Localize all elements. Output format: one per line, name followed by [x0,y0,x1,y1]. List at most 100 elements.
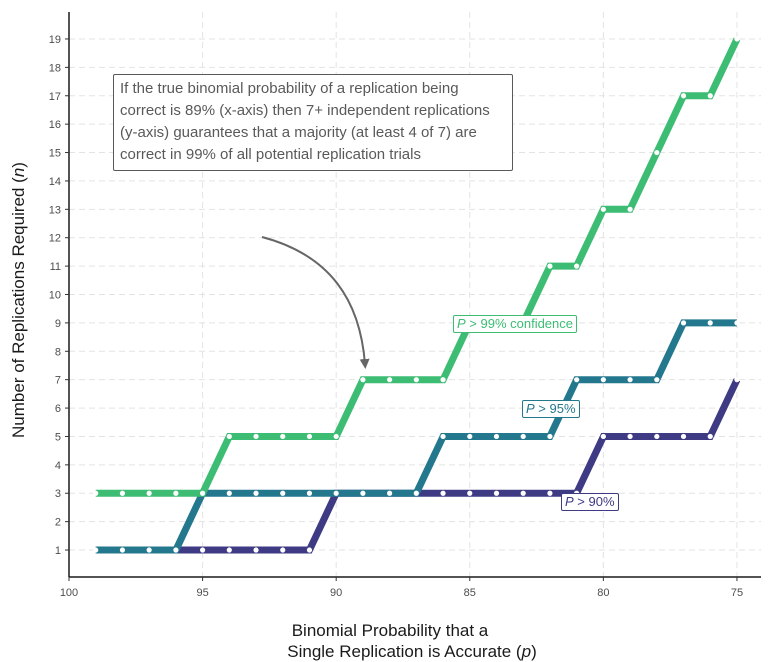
y-tick-label: 13 [49,204,61,216]
data-point-p95 [440,433,446,440]
series-label-p90-prefix: P [565,494,574,509]
data-point-p99 [734,36,740,42]
x-axis-title-line2: Single Replication is Accurate (p) [287,642,536,661]
data-point-p90 [493,490,500,496]
data-point-p99 [280,433,286,440]
y-tick-label: 2 [55,517,61,529]
y-tick-label: 15 [49,148,61,160]
y-tick-label: 9 [55,318,61,330]
data-point-p99 [413,377,419,383]
x-tick-label: 95 [196,587,208,599]
data-point-p90 [734,377,740,383]
series-label-p99-prefix: P [457,316,466,331]
x-axis-title-text: Single Replication is Accurate ( [287,642,522,661]
data-point-p90 [253,547,259,553]
data-point-p99 [680,93,687,99]
data-point-p95 [226,490,232,496]
data-point-p95 [627,377,633,383]
data-point-p95 [119,547,126,553]
y-tick-label: 6 [55,403,61,415]
data-point-p99 [440,377,446,383]
x-axis-title-close: ) [531,642,537,661]
y-tick-label: 12 [49,233,61,245]
y-tick-label: 11 [50,261,61,273]
data-point-p90 [440,490,446,496]
data-point-p99 [146,490,152,496]
data-point-p90 [226,547,232,553]
data-point-p95 [467,433,473,440]
y-tick-label: 1 [55,545,61,557]
series-label-p90-text: > 90% [573,494,615,509]
data-point-p90 [520,490,526,496]
data-point-p95 [574,377,580,383]
data-point-p99 [253,433,259,440]
x-axis-title-line1: Binomial Probability that a [292,621,489,640]
data-point-p90 [680,433,687,440]
data-point-p95 [520,433,526,440]
data-point-p99 [199,490,206,496]
data-point-p95 [654,377,660,383]
data-point-p99 [627,206,633,212]
data-point-p95 [360,490,366,496]
y-tick-label: 7 [55,375,61,387]
x-tick-label: 80 [597,587,609,599]
data-point-p90 [306,547,313,553]
data-point-p99 [654,149,660,156]
y-tick-label: 14 [49,176,61,188]
y-tick-label: 16 [49,119,61,131]
data-point-p95 [600,377,606,383]
data-point-p95 [707,320,713,326]
data-point-p95 [734,320,740,326]
series-label-p95-text: > 95% [534,401,576,416]
y-tick-label: 18 [49,62,61,74]
data-point-p90 [707,433,713,440]
annotation-arrow [261,236,370,369]
data-point-p99 [600,206,606,212]
data-point-p95 [93,547,99,553]
data-point-p90 [654,433,660,440]
data-point-p99 [387,377,393,383]
data-point-p95 [173,547,179,553]
y-tick-label: 10 [49,290,61,302]
data-point-p90 [467,490,473,496]
series-label-p90: P > 90% [561,493,619,511]
data-point-p90 [547,490,553,496]
data-point-p99 [707,93,713,99]
data-point-p90 [199,547,206,553]
data-point-p99 [93,490,99,496]
x-tick-label: 75 [731,587,743,599]
data-point-p95 [280,490,286,496]
data-point-p95 [387,490,393,496]
y-tick-label: 3 [55,488,61,500]
y-tick-label: 19 [49,34,61,46]
data-point-p99 [226,433,232,440]
data-point-p95 [413,490,419,496]
x-tick-label: 85 [464,587,476,599]
series-label-p95: P > 95% [522,400,580,418]
y-tick-label: 5 [55,431,61,443]
x-tick-label: 100 [60,587,78,599]
data-point-p99 [173,490,179,496]
data-point-p99 [547,263,553,269]
data-point-p99 [119,490,126,496]
data-point-p99 [306,433,313,440]
y-tick-label: 4 [55,460,61,472]
data-point-p99 [574,263,580,269]
y-tick-label: 8 [55,346,61,358]
y-axis-title-close: ) [9,162,28,168]
annotation-box: If the true binomial probability of a re… [113,74,513,171]
series-label-p99: P > 99% confidence [453,315,577,333]
data-point-p90 [600,433,606,440]
data-point-p95 [333,490,339,496]
data-point-p95 [306,490,313,496]
y-axis-title-text: Number of Replications Required ( [9,177,28,438]
data-point-p95 [253,490,259,496]
series-layer [93,36,741,554]
y-axis-title-var: n [9,168,28,177]
data-point-p95 [146,547,152,553]
data-point-p99 [333,433,339,440]
series-label-p95-prefix: P [526,401,535,416]
data-point-p90 [627,433,633,440]
y-axis-title: Number of Replications Required (n) [9,162,28,438]
